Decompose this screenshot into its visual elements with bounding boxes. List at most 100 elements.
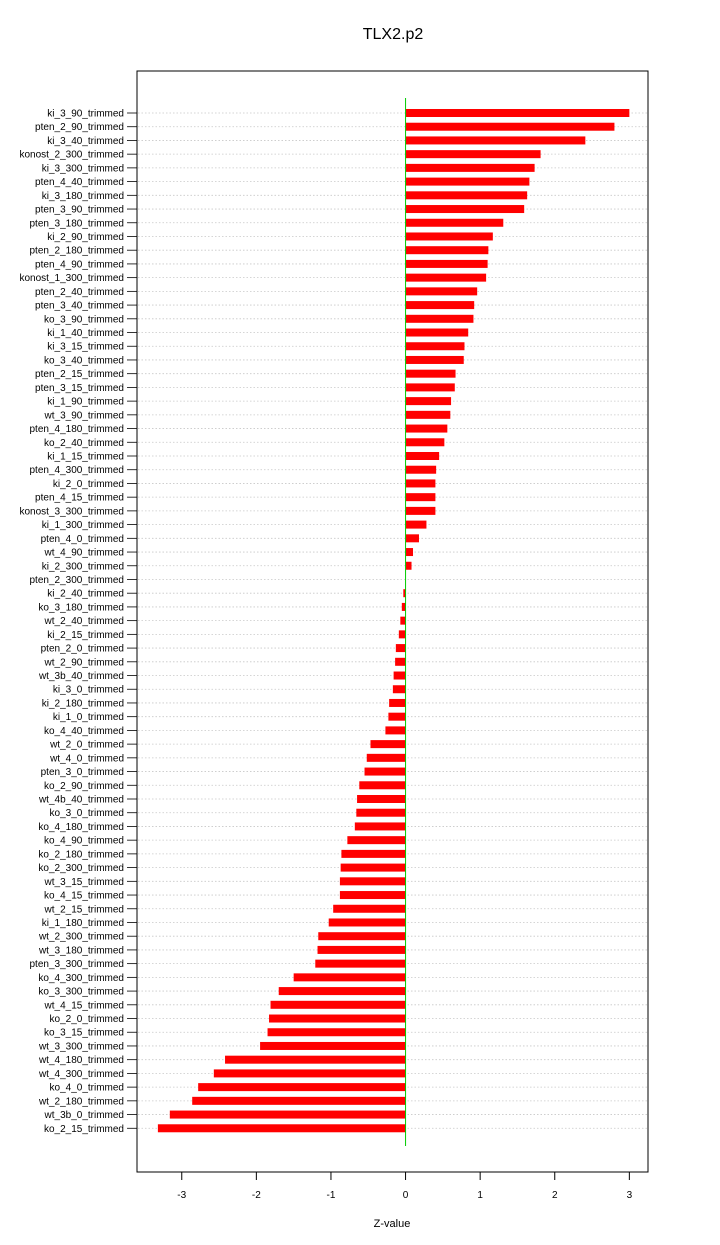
category-label: ki_1_90_trimmed [47, 397, 124, 408]
category-label: wt_2_15_trimmed [44, 904, 124, 915]
category-label: ko_4_15_trimmed [44, 891, 124, 902]
category-label: ki_2_90_trimmed [47, 232, 124, 243]
category-label: wt_4_0_trimmed [49, 753, 124, 764]
category-label: ki_1_40_trimmed [47, 328, 124, 339]
category-label: wt_2_300_trimmed [38, 932, 124, 943]
category-label: pten_3_0_trimmed [41, 767, 124, 778]
category-label: wt_3_15_trimmed [44, 877, 124, 888]
x-tick-label: 3 [627, 1190, 633, 1201]
bar [354, 822, 406, 831]
bar [385, 726, 406, 735]
bar [389, 698, 406, 707]
category-label: pten_4_15_trimmed [35, 493, 124, 504]
x-tick-label: -2 [252, 1190, 261, 1201]
bar [405, 397, 452, 406]
bar [366, 753, 406, 762]
category-label: ko_2_90_trimmed [44, 781, 124, 792]
bar [388, 712, 406, 721]
bar [293, 973, 406, 982]
category-label: wt_2_180_trimmed [38, 1096, 124, 1107]
bar [405, 232, 493, 241]
bar [405, 218, 504, 227]
category-label: pten_2_40_trimmed [35, 287, 124, 298]
bar [359, 781, 406, 790]
bar [267, 1028, 406, 1037]
category-label: ko_2_300_trimmed [38, 863, 124, 874]
bar [357, 795, 406, 803]
bar [393, 671, 406, 680]
bar [405, 109, 630, 117]
plot-frame [136, 70, 649, 1173]
bar [269, 1014, 406, 1023]
category-label: ko_4_300_trimmed [38, 973, 124, 984]
category-label: ko_3_40_trimmed [44, 355, 124, 366]
category-label: konost_1_300_trimmed [19, 273, 124, 284]
category-label: pten_4_0_trimmed [41, 534, 124, 545]
category-label: pten_2_300_trimmed [29, 575, 124, 586]
category-label: pten_2_0_trimmed [41, 644, 124, 655]
bar [405, 506, 436, 515]
x-tick-label: 1 [477, 1190, 483, 1201]
bar [405, 314, 474, 323]
bar [405, 548, 414, 557]
category-label: pten_4_40_trimmed [35, 177, 124, 188]
category-label: ki_2_180_trimmed [42, 698, 124, 709]
bar [395, 657, 406, 666]
x-tick-label: -3 [177, 1190, 186, 1201]
category-label: pten_2_15_trimmed [35, 369, 124, 380]
category-label: ki_2_40_trimmed [47, 589, 124, 600]
category-label: wt_4_180_trimmed [38, 1055, 124, 1066]
category-label: wt_2_90_trimmed [44, 657, 124, 668]
grid-lines [138, 112, 647, 1129]
category-labels: ki_3_90_trimmed pten_2_90_trimmed ki_3_40_… [19, 109, 137, 1135]
category-label: wt_3b_0_trimmed [44, 1110, 124, 1121]
category-label: pten_4_300_trimmed [29, 465, 124, 476]
category-label: ki_2_300_trimmed [42, 561, 124, 572]
category-label: pten_3_90_trimmed [35, 205, 124, 216]
bar [405, 177, 530, 186]
bar [317, 945, 406, 954]
category-label: pten_3_40_trimmed [35, 301, 124, 312]
bar [347, 836, 406, 845]
bar [405, 520, 427, 529]
bar [405, 355, 464, 364]
bar [315, 959, 406, 968]
bar [405, 342, 465, 351]
category-label: ko_3_0_trimmed [50, 808, 124, 819]
bar [370, 740, 406, 749]
bar [405, 273, 487, 282]
bar [392, 685, 406, 694]
bar [405, 438, 445, 447]
bar [405, 246, 489, 255]
category-label: wt_4_15_trimmed [44, 1000, 124, 1011]
category-label: ki_1_180_trimmed [42, 918, 124, 929]
bar [260, 1041, 406, 1050]
bar [395, 644, 406, 653]
bar [405, 465, 437, 474]
bar [328, 918, 406, 927]
bar [213, 1069, 406, 1078]
category-label: ki_1_300_trimmed [42, 520, 124, 531]
bar [405, 150, 541, 159]
category-label: ko_2_40_trimmed [44, 438, 124, 449]
bar [405, 424, 448, 433]
bar [169, 1110, 406, 1119]
bar [356, 808, 406, 817]
category-label: ki_1_0_trimmed [53, 712, 124, 723]
category-label: ki_3_40_trimmed [47, 136, 124, 147]
category-label: wt_2_40_trimmed [44, 616, 124, 627]
bar [405, 369, 456, 378]
category-label: ko_2_15_trimmed [44, 1124, 124, 1135]
bar [405, 191, 528, 200]
bars [157, 109, 630, 1133]
bar [278, 987, 406, 996]
category-label: wt_4_90_trimmed [44, 548, 124, 559]
category-label: ki_1_15_trimmed [47, 452, 124, 463]
bar [405, 534, 419, 543]
category-label: pten_4_180_trimmed [29, 424, 124, 435]
category-label: konost_2_300_trimmed [19, 150, 124, 161]
category-label: wt_4b_40_trimmed [38, 795, 124, 806]
category-label: wt_3_300_trimmed [38, 1041, 124, 1052]
chart-title: TLX2.p2 [363, 26, 424, 43]
